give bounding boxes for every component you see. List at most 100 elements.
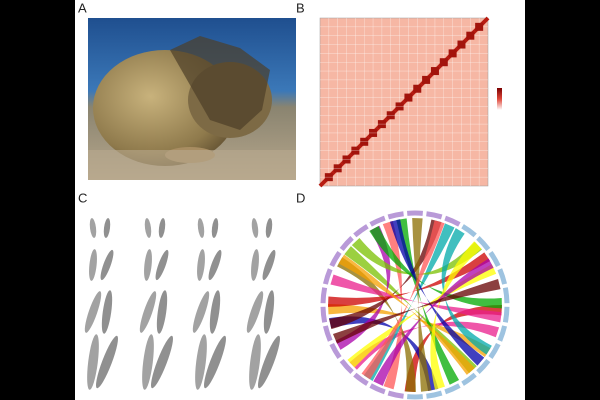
chromosome <box>209 290 221 334</box>
circos-plot <box>320 210 510 400</box>
chromosome <box>96 335 118 389</box>
diagonal-block <box>457 40 466 49</box>
link-ribbon <box>396 218 460 385</box>
chromosome <box>100 249 114 281</box>
chromosome-segment <box>488 342 501 360</box>
chromosome <box>192 291 210 333</box>
chromosome <box>101 290 113 334</box>
link-ribbon <box>373 258 494 386</box>
chromosome <box>84 291 102 333</box>
link-ribbon <box>351 238 482 275</box>
chromosome <box>251 249 259 281</box>
chromosome-segment <box>387 211 404 220</box>
link-ribbon <box>328 252 491 307</box>
link-ribbon <box>347 264 497 368</box>
chromosome <box>249 334 261 390</box>
chromosome-segment <box>329 250 342 268</box>
chromosome <box>156 290 168 334</box>
chromosome <box>197 249 205 281</box>
link-ribbon <box>430 241 482 390</box>
chromosome-segment <box>387 390 404 399</box>
diagonal-block <box>448 49 457 58</box>
link-ribbon <box>361 220 445 380</box>
chromosome-segment <box>369 383 386 395</box>
chromosome-segment <box>329 342 342 360</box>
chromosome-segment <box>320 306 328 323</box>
panel-label: A <box>78 1 87 16</box>
sediment <box>88 150 296 180</box>
link-ribbon <box>338 254 475 375</box>
diagonal-block <box>466 31 475 40</box>
chromosome-segment <box>461 372 477 386</box>
link-ribbon <box>441 228 492 355</box>
chromosome <box>197 218 205 238</box>
chromosome <box>246 291 264 333</box>
link-ribbon <box>369 226 502 309</box>
chromosome <box>258 335 280 389</box>
chromosome <box>139 291 157 333</box>
panel-label: B <box>296 1 305 16</box>
chromosome <box>144 249 152 281</box>
diagonal-block <box>404 93 413 102</box>
chromosome <box>208 249 222 281</box>
mussels <box>170 36 270 130</box>
chromosome-segment <box>476 236 491 251</box>
chromosome <box>103 218 111 238</box>
chromosome <box>87 334 99 390</box>
chromosome-segment <box>476 359 491 374</box>
panel-label: D <box>296 191 305 206</box>
link-ribbon <box>412 218 432 392</box>
diagonal-block <box>422 75 431 84</box>
chromosome-segment <box>497 268 508 285</box>
link-ribbon <box>332 279 501 344</box>
chromosome-segment <box>339 236 354 251</box>
karyotype <box>84 218 280 390</box>
color-legend <box>497 88 502 110</box>
diagonal-block <box>475 22 484 31</box>
chromosome-segment <box>461 224 477 238</box>
photo <box>88 18 296 180</box>
chromosome-segment <box>444 215 461 227</box>
link-ribbon <box>389 219 485 366</box>
link-ribbon <box>363 223 455 381</box>
chromosome <box>142 334 154 390</box>
link-ribbon <box>329 219 442 330</box>
panel-label: C <box>78 191 87 206</box>
diagonal-block <box>439 58 448 67</box>
chromosome <box>263 290 275 334</box>
chromosome <box>155 249 169 281</box>
chromosome <box>89 249 97 281</box>
chromosome-segment <box>497 325 508 342</box>
chromosome-segment <box>502 306 510 323</box>
chromosome <box>195 334 207 390</box>
chromosome <box>144 218 152 238</box>
chromosome <box>158 218 166 238</box>
diagonal-block <box>430 67 439 76</box>
heatmap <box>318 16 502 188</box>
chromosome-segment <box>322 325 333 342</box>
chromosome-segment <box>353 224 369 238</box>
chromosome <box>251 218 259 238</box>
chromosome <box>262 249 276 281</box>
chromosome <box>265 218 273 238</box>
chromosome <box>89 218 97 238</box>
link-ribbon <box>330 274 502 323</box>
chromosome <box>211 218 219 238</box>
diagonal-block <box>413 84 422 93</box>
chromosome <box>151 335 173 389</box>
chromosome-segment <box>502 287 510 304</box>
link-ribbon <box>328 303 491 357</box>
chromosome-segment <box>320 287 328 304</box>
link-ribbon <box>349 321 500 370</box>
link-ribbon <box>337 257 416 392</box>
chromosome-segment <box>488 250 501 268</box>
chromosome-segment <box>369 215 386 227</box>
chromosome <box>204 335 226 389</box>
chromosome-segment <box>426 390 443 399</box>
chromosome-segment <box>322 268 333 285</box>
chromosome-segment <box>444 383 461 395</box>
chromosome-segment <box>339 359 354 374</box>
chromosome-segment <box>426 211 443 220</box>
chromosome-segment <box>353 372 369 386</box>
